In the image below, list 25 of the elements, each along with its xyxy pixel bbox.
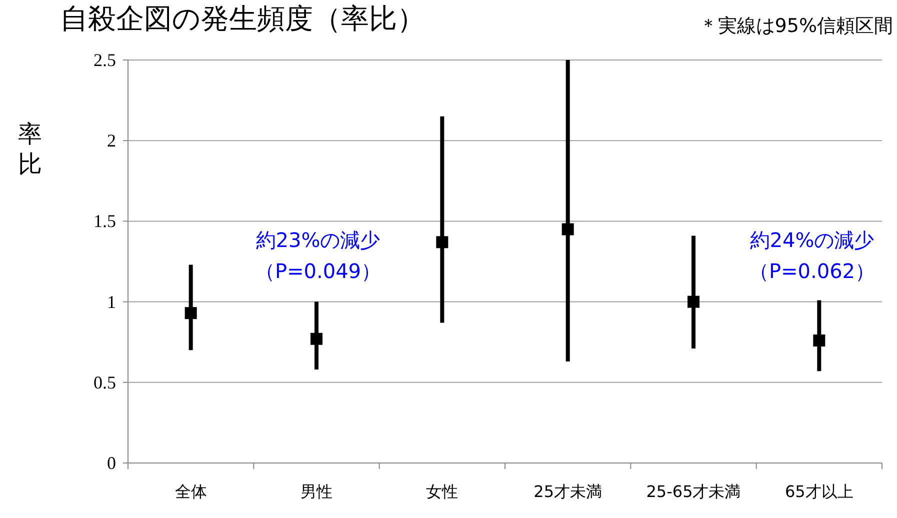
point	[562, 223, 574, 236]
y-tick-label: 2	[107, 130, 116, 151]
y-tick-label: 0	[107, 453, 116, 473]
x-tick-label: 65才以上	[784, 482, 854, 501]
point	[813, 334, 826, 346]
point	[436, 236, 448, 248]
point	[184, 307, 197, 320]
annotation: 約23%の減少	[256, 228, 380, 252]
text: ＊実線は95%信頼区間	[698, 15, 893, 37]
annotation: 約24%の減少	[750, 228, 874, 252]
point	[688, 296, 700, 308]
y-tick-label: 2.5	[94, 50, 116, 70]
point	[310, 332, 322, 345]
x-tick-label: 25-65才未満	[646, 482, 741, 501]
x-tick-label: 25才未満	[534, 482, 602, 501]
y-axis-title: 率比	[18, 120, 42, 178]
y-tick-label: 1	[107, 292, 116, 312]
y-tick-label: 0.5	[94, 372, 116, 392]
x-tick-label: 全体	[174, 482, 207, 501]
annotation: （P=0.062）	[748, 259, 876, 283]
x-tick-label: 女性	[426, 482, 458, 501]
annotation: （P=0.049）	[254, 259, 382, 283]
y-tick-label: 1.5	[94, 211, 116, 232]
chart-title: 自殺企図の発生頻度（率比）	[60, 2, 425, 35]
x-tick-label: 男性	[300, 482, 332, 501]
